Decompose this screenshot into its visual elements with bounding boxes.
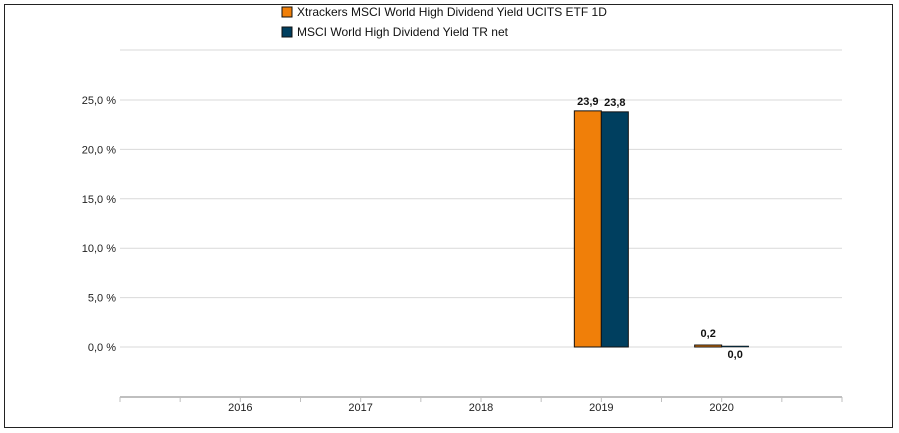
y-tick-label: 25,0 % xyxy=(82,95,116,107)
y-tick-label: 20,0 % xyxy=(82,144,116,156)
bar xyxy=(573,110,602,348)
x-tick-label: 2016 xyxy=(228,402,252,414)
legend-swatch xyxy=(281,26,293,38)
legend-label: MSCI World High Dividend Yield TR net xyxy=(297,25,509,39)
x-tick-label: 2019 xyxy=(589,402,613,414)
gridlines xyxy=(120,49,842,348)
x-tick-label: 2018 xyxy=(469,402,493,414)
legend-label: Xtrackers MSCI World High Dividend Yield… xyxy=(297,5,607,19)
y-tick-label: 5,0 % xyxy=(88,293,116,305)
legend: Xtrackers MSCI World High Dividend Yield… xyxy=(281,5,607,39)
data-label: 0,0 xyxy=(728,349,743,361)
x-axis: 2016 2017 2018 2019 2020 xyxy=(119,396,843,414)
x-tick-label: 2020 xyxy=(709,402,733,414)
legend-swatch xyxy=(281,6,293,18)
y-tick-label: 15,0 % xyxy=(82,194,116,206)
bars: 23,9 0,2 23,8 0,0 xyxy=(573,96,749,361)
data-label: 23,8 xyxy=(604,97,625,109)
bar xyxy=(600,111,629,348)
x-tick-label: 2017 xyxy=(348,402,372,414)
y-axis-ticks: 0,0 % 5,0 % 10,0 % 15,0 % 20,0 % 25,0 % xyxy=(82,95,116,354)
data-label: 0,2 xyxy=(701,328,716,340)
chart-frame xyxy=(4,4,893,428)
bar xyxy=(721,345,749,348)
y-tick-label: 0,0 % xyxy=(88,342,116,354)
y-tick-label: 10,0 % xyxy=(82,243,116,255)
bar xyxy=(694,344,723,348)
data-label: 23,9 xyxy=(577,96,598,108)
